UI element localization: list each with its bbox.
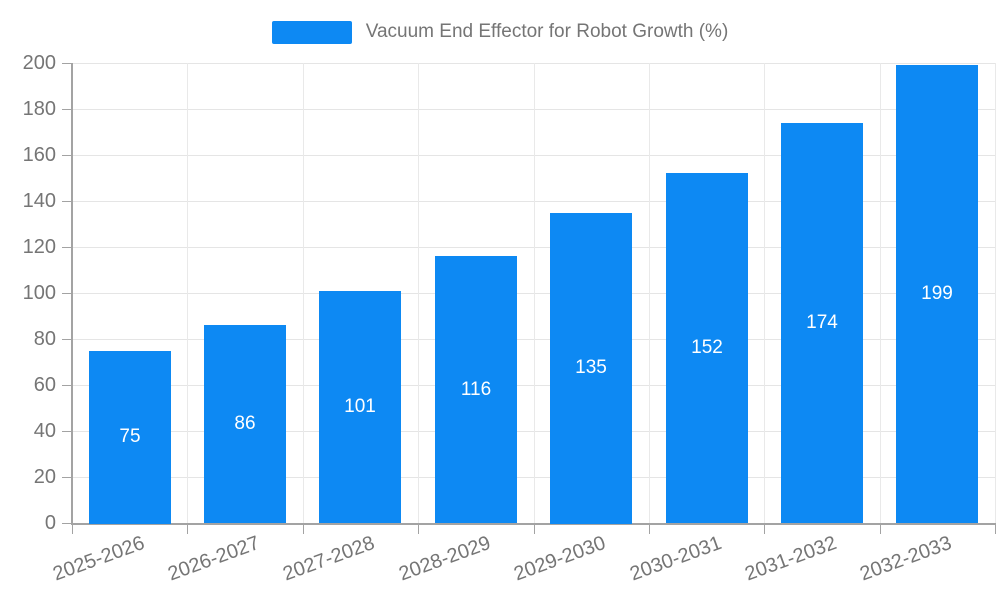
bar-value-label: 135 bbox=[575, 357, 607, 378]
y-gridline bbox=[72, 431, 995, 432]
y-gridline bbox=[72, 385, 995, 386]
x-gridline bbox=[995, 63, 996, 523]
legend-label[interactable]: Vacuum End Effector for Robot Growth (%) bbox=[365, 21, 729, 42]
bar[interactable] bbox=[666, 173, 748, 523]
legend-swatch[interactable] bbox=[271, 20, 352, 44]
y-tick-label: 80 bbox=[33, 328, 56, 350]
x-axis-tick bbox=[187, 524, 188, 534]
y-gridline bbox=[72, 293, 995, 294]
y-axis-tick bbox=[62, 201, 72, 202]
x-axis-tick bbox=[418, 524, 419, 534]
y-axis-tick bbox=[62, 247, 72, 248]
y-axis-tick bbox=[62, 155, 72, 156]
y-gridline bbox=[72, 477, 995, 478]
x-gridline bbox=[764, 63, 765, 523]
x-axis-tick bbox=[880, 524, 881, 534]
y-tick-label: 200 bbox=[22, 52, 56, 74]
y-gridline bbox=[72, 247, 995, 248]
y-tick-label: 120 bbox=[22, 236, 56, 258]
bar[interactable] bbox=[781, 123, 863, 523]
x-axis-tick bbox=[649, 524, 650, 534]
bar-value-label: 174 bbox=[806, 312, 838, 333]
y-axis-tick bbox=[62, 477, 72, 478]
x-gridline bbox=[649, 63, 650, 523]
x-axis-line bbox=[71, 523, 996, 525]
y-axis-line bbox=[71, 63, 73, 523]
y-tick-label: 60 bbox=[33, 374, 56, 396]
x-gridline bbox=[303, 63, 304, 523]
y-tick-label: 20 bbox=[33, 466, 56, 488]
x-gridline bbox=[187, 63, 188, 523]
bar[interactable] bbox=[89, 351, 171, 524]
y-gridline bbox=[72, 155, 995, 156]
x-axis-tick bbox=[995, 524, 996, 534]
legend[interactable]: Vacuum End Effector for Robot Growth (%) bbox=[0, 18, 1000, 46]
bar[interactable] bbox=[550, 213, 632, 524]
y-axis-tick bbox=[62, 339, 72, 340]
y-axis-tick bbox=[62, 109, 72, 110]
bar-value-label: 101 bbox=[344, 396, 376, 417]
x-gridline bbox=[418, 63, 419, 523]
x-axis-tick bbox=[72, 524, 73, 534]
y-tick-label: 180 bbox=[22, 98, 56, 120]
y-axis-tick bbox=[62, 385, 72, 386]
bar-value-label: 152 bbox=[691, 337, 723, 358]
y-tick-label: 160 bbox=[22, 144, 56, 166]
bar[interactable] bbox=[319, 291, 401, 523]
y-gridline bbox=[72, 339, 995, 340]
bar-value-label: 116 bbox=[460, 379, 492, 400]
y-tick-label: 40 bbox=[33, 420, 56, 442]
y-gridline bbox=[72, 63, 995, 64]
y-axis-tick bbox=[62, 293, 72, 294]
y-tick-label: 140 bbox=[22, 190, 56, 212]
x-axis-tick bbox=[303, 524, 304, 534]
bar-value-label: 86 bbox=[234, 413, 256, 434]
bar[interactable] bbox=[896, 65, 978, 523]
y-gridline bbox=[72, 201, 995, 202]
y-axis-tick bbox=[62, 63, 72, 64]
x-gridline bbox=[534, 63, 535, 523]
bar[interactable] bbox=[204, 325, 286, 523]
x-gridline bbox=[880, 63, 881, 523]
bar-value-label: 199 bbox=[921, 283, 953, 304]
y-tick-label: 100 bbox=[22, 282, 56, 304]
y-axis-tick bbox=[62, 431, 72, 432]
y-gridline bbox=[72, 109, 995, 110]
x-axis-tick bbox=[534, 524, 535, 534]
bar-value-label: 75 bbox=[119, 426, 141, 447]
y-axis-tick bbox=[62, 523, 72, 524]
x-axis-tick bbox=[764, 524, 765, 534]
y-tick-label: 0 bbox=[44, 512, 56, 534]
bar[interactable] bbox=[435, 256, 517, 523]
